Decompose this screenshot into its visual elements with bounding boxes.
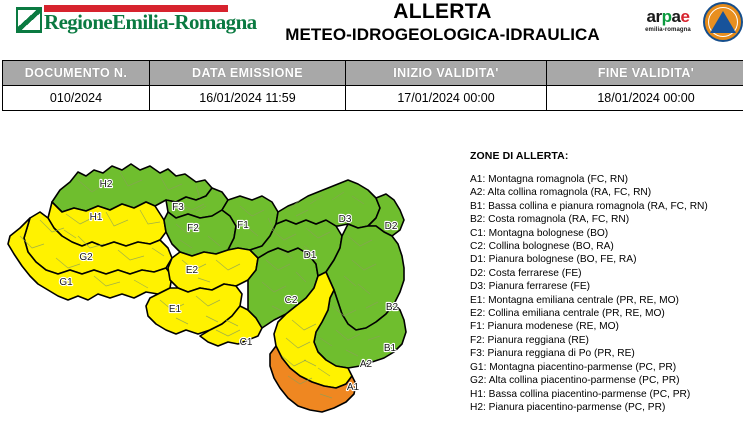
list-item: F1: Pianura modenese (RE, MO) — [470, 321, 619, 333]
map-zone-label-f2: F2 — [187, 223, 199, 234]
map-zone-label-d2: D2 — [385, 221, 398, 232]
page-header: RegioneEmilia-Romagna ALLERTA METEO-IDRO… — [0, 0, 743, 55]
map-zone-label-h2: H2 — [100, 179, 113, 190]
map-subdivisions-b1 — [331, 305, 381, 357]
map-subdivisions-h2 — [77, 171, 201, 199]
header-fine-validita: FINE VALIDITA' — [546, 60, 743, 86]
list-item: G2: Alta collina piacentino-parmense (PC… — [470, 375, 680, 387]
map-subdivisions-g2 — [39, 219, 165, 261]
emilia-romagna-alert-map: H2 H1 G2 G1 F3 F2 F1 E2 E1 C1 C2 D1 D3 D2 B2 B1 A2 A1 — [0, 140, 470, 430]
map-zone-label-b2: B2 — [386, 302, 399, 313]
map-subdivisions-b2 — [343, 235, 379, 309]
regione-logo-mark-icon — [16, 7, 42, 33]
map-subdivisions-d3 — [287, 191, 365, 217]
list-item: B1: Bassa collina e pianura romagnola (R… — [470, 200, 708, 212]
arpae-subtitle: emilia-romagna — [645, 27, 691, 33]
map-zone-label-d3: D3 — [339, 214, 352, 225]
map-zone-label-g1: G1 — [59, 277, 73, 288]
value-fine-validita: 18/01/2024 00:00 — [546, 85, 743, 111]
map-zone-label-e1: E1 — [169, 304, 182, 315]
header-inizio-validita: INIZIO VALIDITA' — [345, 60, 547, 86]
alert-zones-legend: ZONE DI ALLERTA: A1: Montagna romagnola … — [470, 150, 740, 414]
alert-title-secondary: METEO-IDROGEOLOGICA-IDRAULICA — [285, 25, 600, 44]
map-subdivisions-f3 — [179, 203, 207, 213]
arpae-letter-p: p — [661, 7, 672, 26]
map-subdivisions-f1 — [239, 205, 275, 237]
legend-list: A1: Montagna romagnola (FC, RN) A2: Alta… — [470, 173, 740, 414]
value-data-emissione: 16/01/2024 11:59 — [149, 85, 346, 111]
map-subdivisions-d1 — [271, 227, 331, 259]
map-zone-label-d1: D1 — [304, 250, 317, 261]
alert-title-primary: ALLERTA — [393, 0, 492, 23]
map-zone-label-a2: A2 — [360, 359, 373, 370]
header-documento-n: DOCUMENTO N. — [2, 60, 150, 86]
value-inizio-validita: 17/01/2024 00:00 — [345, 85, 547, 111]
list-item: E2: Collina emiliana centrale (PR, RE, M… — [470, 308, 665, 320]
map-zone-label-c1: C1 — [240, 337, 253, 348]
map-subdivisions-h1 — [63, 209, 161, 239]
map-subdivisions-e2 — [181, 259, 241, 283]
arpae-letter-r: r — [655, 7, 663, 26]
list-item: D1: Pianura bolognese (BO, FE, RA) — [470, 254, 637, 266]
list-item: D3: Pianura ferrarese (FE) — [470, 281, 591, 293]
map-zone-a1[interactable] — [269, 345, 357, 413]
document-info-table: DOCUMENTO N. DATA EMISSIONE INIZIO VALID… — [2, 60, 743, 111]
map-zone-label-c2: C2 — [285, 295, 298, 306]
list-item: A2: Alta collina romagnola (RA, FC, RN) — [470, 187, 652, 199]
map-subdivisions-e1 — [159, 295, 221, 325]
regione-emilia-romagna-logo: RegioneEmilia-Romagna — [16, 3, 257, 37]
arpae-logo: arpae emilia-romagna — [637, 8, 699, 44]
pc-triangle-icon — [710, 11, 736, 33]
list-item: C2: Collina bolognese (BO, RA) — [470, 241, 614, 253]
map-zone-label-a1: A1 — [347, 382, 360, 393]
map-subdivisions-c1 — [215, 319, 241, 337]
list-item: H2: Pianura piacentino-parmense (PC, PR) — [470, 401, 666, 413]
alert-title-block: ALLERTA METEO-IDROGEOLOGICA-IDRAULICA — [250, 0, 635, 50]
map-zone-label-e2: E2 — [186, 265, 199, 276]
list-item: F2: Pianura reggiana (RE) — [470, 334, 589, 346]
list-item: H1: Bassa collina piacentino-parmense (P… — [470, 388, 691, 400]
map-zone-label-g2: G2 — [79, 252, 93, 263]
map-zone-label-b1: B1 — [384, 343, 397, 354]
map-subdivisions-f2 — [175, 223, 221, 249]
regione-logo-text: RegioneEmilia-Romagna — [44, 10, 257, 34]
map-zone-c1[interactable] — [199, 305, 263, 347]
list-item: B2: Costa romagnola (RA, FC, RN) — [470, 214, 630, 226]
map-zone-label-f3: F3 — [172, 202, 184, 213]
map-subdivisions-g1 — [19, 235, 149, 289]
arpae-letter-a1: a — [646, 7, 656, 26]
regione-logo-red-bar — [44, 5, 228, 12]
table-header-row: DOCUMENTO N. DATA EMISSIONE INIZIO VALID… — [2, 60, 743, 86]
arpae-letter-a2: a — [671, 7, 681, 26]
table-row: 010/2024 16/01/2024 11:59 17/01/2024 00:… — [2, 85, 743, 111]
list-item: C1: Montagna bolognese (BO) — [470, 227, 609, 239]
map-zone-label-h1: H1 — [90, 212, 103, 223]
map-zone-label-f1: F1 — [237, 220, 249, 231]
list-item: G1: Montagna piacentino-parmense (PC, PR… — [470, 361, 677, 373]
list-item: A1: Montagna romagnola (FC, RN) — [470, 174, 628, 185]
legend-title: ZONE DI ALLERTA: — [470, 150, 569, 162]
list-item: F3: Pianura reggiana di Po (PR, RE) — [470, 348, 635, 360]
arpae-wordmark: arpae — [637, 8, 699, 26]
map-subdivisions-a2 — [285, 319, 333, 367]
protezione-civile-logo-icon — [703, 2, 743, 44]
value-documento-n: 010/2024 — [2, 85, 150, 111]
map-subdivisions-c2 — [261, 259, 307, 313]
map-subdivisions-a1 — [281, 355, 333, 399]
map-zone-e2[interactable] — [167, 247, 259, 293]
header-data-emissione: DATA EMISSIONE — [149, 60, 346, 86]
map-zone-d3[interactable] — [275, 179, 381, 229]
list-item: E1: Montagna emiliana centrale (PR, RE, … — [470, 294, 679, 306]
list-item: D2: Costa ferrarese (FE) — [470, 267, 582, 279]
arpae-letter-e: e — [680, 7, 690, 26]
